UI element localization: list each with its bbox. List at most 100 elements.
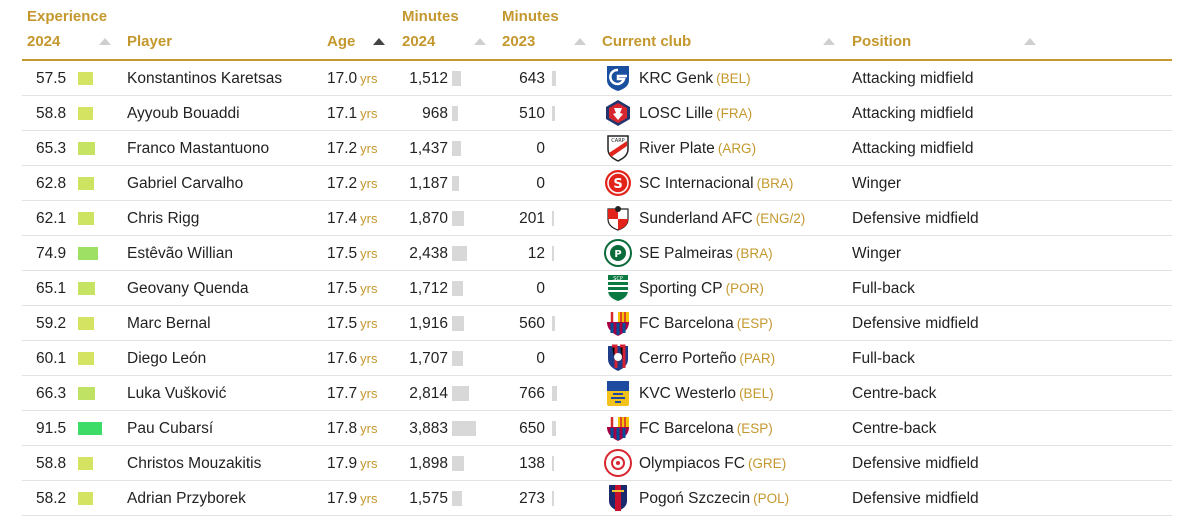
club-country: (ENG/2) bbox=[755, 211, 806, 226]
svg-text:S: S bbox=[613, 177, 622, 192]
player-name[interactable]: Franco Mastantuono bbox=[127, 140, 270, 157]
player-name[interactable]: Adrian Przyborek bbox=[127, 490, 246, 507]
age-unit: yrs bbox=[360, 106, 378, 121]
age-value: 17.9 yrs bbox=[327, 481, 378, 516]
club-name[interactable]: River Plate (ARG) bbox=[639, 131, 756, 166]
table-row[interactable]: 58.8 Ayyoub Bouaddi 17.1 yrs 968 510 LOSC Lill… bbox=[22, 96, 1172, 131]
player-name[interactable]: Ayyoub Bouaddi bbox=[127, 105, 240, 122]
club-country: (ESP) bbox=[736, 316, 773, 331]
minutes-2023-value: 12 bbox=[527, 245, 545, 262]
minutes-2023-value: 650 bbox=[519, 420, 545, 437]
sporting-logo-icon: SCP bbox=[603, 273, 633, 303]
table-row[interactable]: 60.1 Diego León 17.6 yrs 1,707 0 Cerro Porteño… bbox=[22, 341, 1172, 376]
sort-arrow-icon[interactable] bbox=[823, 38, 835, 45]
age-number: 17.7 bbox=[327, 385, 358, 402]
age-unit: yrs bbox=[360, 246, 378, 261]
experience-bar bbox=[78, 387, 95, 400]
minutes-2023-value: 510 bbox=[519, 105, 545, 122]
club-label: SC Internacional bbox=[639, 175, 754, 192]
club-country: (BEL) bbox=[739, 386, 774, 401]
experience-value: 62.1 bbox=[36, 210, 67, 227]
club-name[interactable]: Sunderland AFC (ENG/2) bbox=[639, 201, 805, 236]
club-name[interactable]: Cerro Porteño (PAR) bbox=[639, 341, 775, 376]
club-label: River Plate bbox=[639, 140, 715, 157]
experience-value: 66.3 bbox=[36, 385, 67, 402]
sort-arrow-icon[interactable] bbox=[574, 38, 586, 45]
player-name[interactable]: Marc Bernal bbox=[127, 315, 211, 332]
player-name[interactable]: Diego León bbox=[127, 350, 207, 367]
age-value: 17.2 yrs bbox=[327, 131, 378, 166]
table-row[interactable]: 59.2 Marc Bernal 17.5 yrs 1,916 560 FC Barcelo… bbox=[22, 306, 1172, 341]
player-name[interactable]: Geovany Quenda bbox=[127, 280, 249, 297]
minutes-2024-bar bbox=[452, 386, 469, 401]
minutes-2024-value: 3,883 bbox=[409, 420, 448, 437]
svg-text:SCP: SCP bbox=[613, 276, 623, 282]
minutes-2023-value: 643 bbox=[519, 70, 545, 87]
table-row[interactable]: 57.5 Konstantinos Karetsas 17.0 yrs 1,512 643… bbox=[22, 61, 1172, 96]
club-name[interactable]: FC Barcelona (ESP) bbox=[639, 411, 773, 446]
table-row[interactable]: 58.2 Adrian Przyborek 17.9 yrs 1,575 273 Pogoń… bbox=[22, 481, 1172, 516]
club-name[interactable]: FC Barcelona (ESP) bbox=[639, 306, 773, 341]
header-divider bbox=[22, 59, 1172, 61]
player-name[interactable]: Chris Rigg bbox=[127, 210, 200, 227]
table-row[interactable]: 65.1 Geovany Quenda 17.5 yrs 1,712 0 SCP Sporti… bbox=[22, 271, 1172, 306]
genk-logo-icon bbox=[603, 63, 633, 93]
sort-arrow-icon[interactable] bbox=[373, 38, 385, 45]
sunderland-logo-icon bbox=[603, 203, 633, 233]
club-country: (FRA) bbox=[716, 106, 753, 121]
sort-arrow-icon[interactable] bbox=[474, 38, 486, 45]
table-row[interactable]: 65.3 Franco Mastantuono 17.2 yrs 1,437 0 CARP R… bbox=[22, 131, 1172, 166]
table-row[interactable]: 91.5 Pau Cubarsí 17.8 yrs 3,883 650 FC Barcelo… bbox=[22, 411, 1172, 446]
minutes-2024-bar bbox=[452, 316, 464, 331]
svg-text:P: P bbox=[614, 249, 621, 260]
club-name[interactable]: KRC Genk (BEL) bbox=[639, 61, 751, 96]
position-value: Full-back bbox=[852, 280, 915, 297]
position-value: Attacking midfield bbox=[852, 70, 974, 87]
player-name[interactable]: Christos Mouzakitis bbox=[127, 455, 262, 472]
minutes-2023-value: 560 bbox=[519, 315, 545, 332]
age-number: 17.9 bbox=[327, 455, 358, 472]
age-number: 17.1 bbox=[327, 105, 358, 122]
player-name[interactable]: Gabriel Carvalho bbox=[127, 175, 244, 192]
barcelona-logo-icon bbox=[603, 413, 633, 443]
club-name[interactable]: Sporting CP (POR) bbox=[639, 271, 764, 306]
experience-bar bbox=[78, 142, 95, 155]
club-label: Sporting CP bbox=[639, 280, 723, 297]
club-name[interactable]: KVC Westerlo (BEL) bbox=[639, 376, 774, 411]
table-header: Experience 2024 Player Age Minutes 2024 … bbox=[0, 0, 1195, 61]
club-name[interactable]: LOSC Lille (FRA) bbox=[639, 96, 752, 131]
age-unit: yrs bbox=[360, 316, 378, 331]
position-value: Defensive midfield bbox=[852, 210, 979, 227]
table-row[interactable]: 74.9 Estêvão Willian 17.5 yrs 2,438 12 P SE Pal… bbox=[22, 236, 1172, 271]
experience-bar bbox=[78, 282, 95, 295]
club-name[interactable]: Pogoń Szczecin (POL) bbox=[639, 481, 789, 516]
player-name[interactable]: Estêvão Willian bbox=[127, 245, 233, 262]
table-row[interactable]: 66.3 Luka Vušković 17.7 yrs 2,814 766 KVC West… bbox=[22, 376, 1172, 411]
player-name[interactable]: Pau Cubarsí bbox=[127, 420, 214, 437]
table-row[interactable]: 62.1 Chris Rigg 17.4 yrs 1,870 201 Sunderland … bbox=[22, 201, 1172, 236]
player-name[interactable]: Luka Vušković bbox=[127, 385, 227, 402]
experience-bar bbox=[78, 247, 98, 260]
sort-arrow-icon[interactable] bbox=[1024, 38, 1036, 45]
minutes-2023-bar bbox=[552, 386, 557, 401]
minutes-2024-bar bbox=[452, 281, 463, 296]
minutes-2023-value: 0 bbox=[536, 175, 545, 192]
age-number: 17.5 bbox=[327, 280, 358, 297]
club-name[interactable]: SE Palmeiras (BRA) bbox=[639, 236, 773, 271]
river-plate-logo-icon: CARP bbox=[603, 133, 633, 163]
age-number: 17.4 bbox=[327, 210, 358, 227]
table-row[interactable]: 62.8 Gabriel Carvalho 17.2 yrs 1,187 0 S SC Int… bbox=[22, 166, 1172, 201]
svg-text:CARP: CARP bbox=[611, 138, 624, 144]
age-number: 17.0 bbox=[327, 70, 358, 87]
age-value: 17.9 yrs bbox=[327, 446, 378, 481]
minutes-2024-value: 2,814 bbox=[409, 385, 448, 402]
sort-arrow-icon[interactable] bbox=[99, 38, 111, 45]
player-name[interactable]: Konstantinos Karetsas bbox=[127, 70, 283, 87]
club-name[interactable]: Olympiacos FC (GRE) bbox=[639, 446, 786, 481]
table-row[interactable]: 58.8 Christos Mouzakitis 17.9 yrs 1,898 138 Ol… bbox=[22, 446, 1172, 481]
minutes-2024-value: 1,712 bbox=[409, 280, 448, 297]
club-label: Olympiacos FC bbox=[639, 455, 745, 472]
age-number: 17.5 bbox=[327, 315, 358, 332]
club-name[interactable]: SC Internacional (BRA) bbox=[639, 166, 793, 201]
